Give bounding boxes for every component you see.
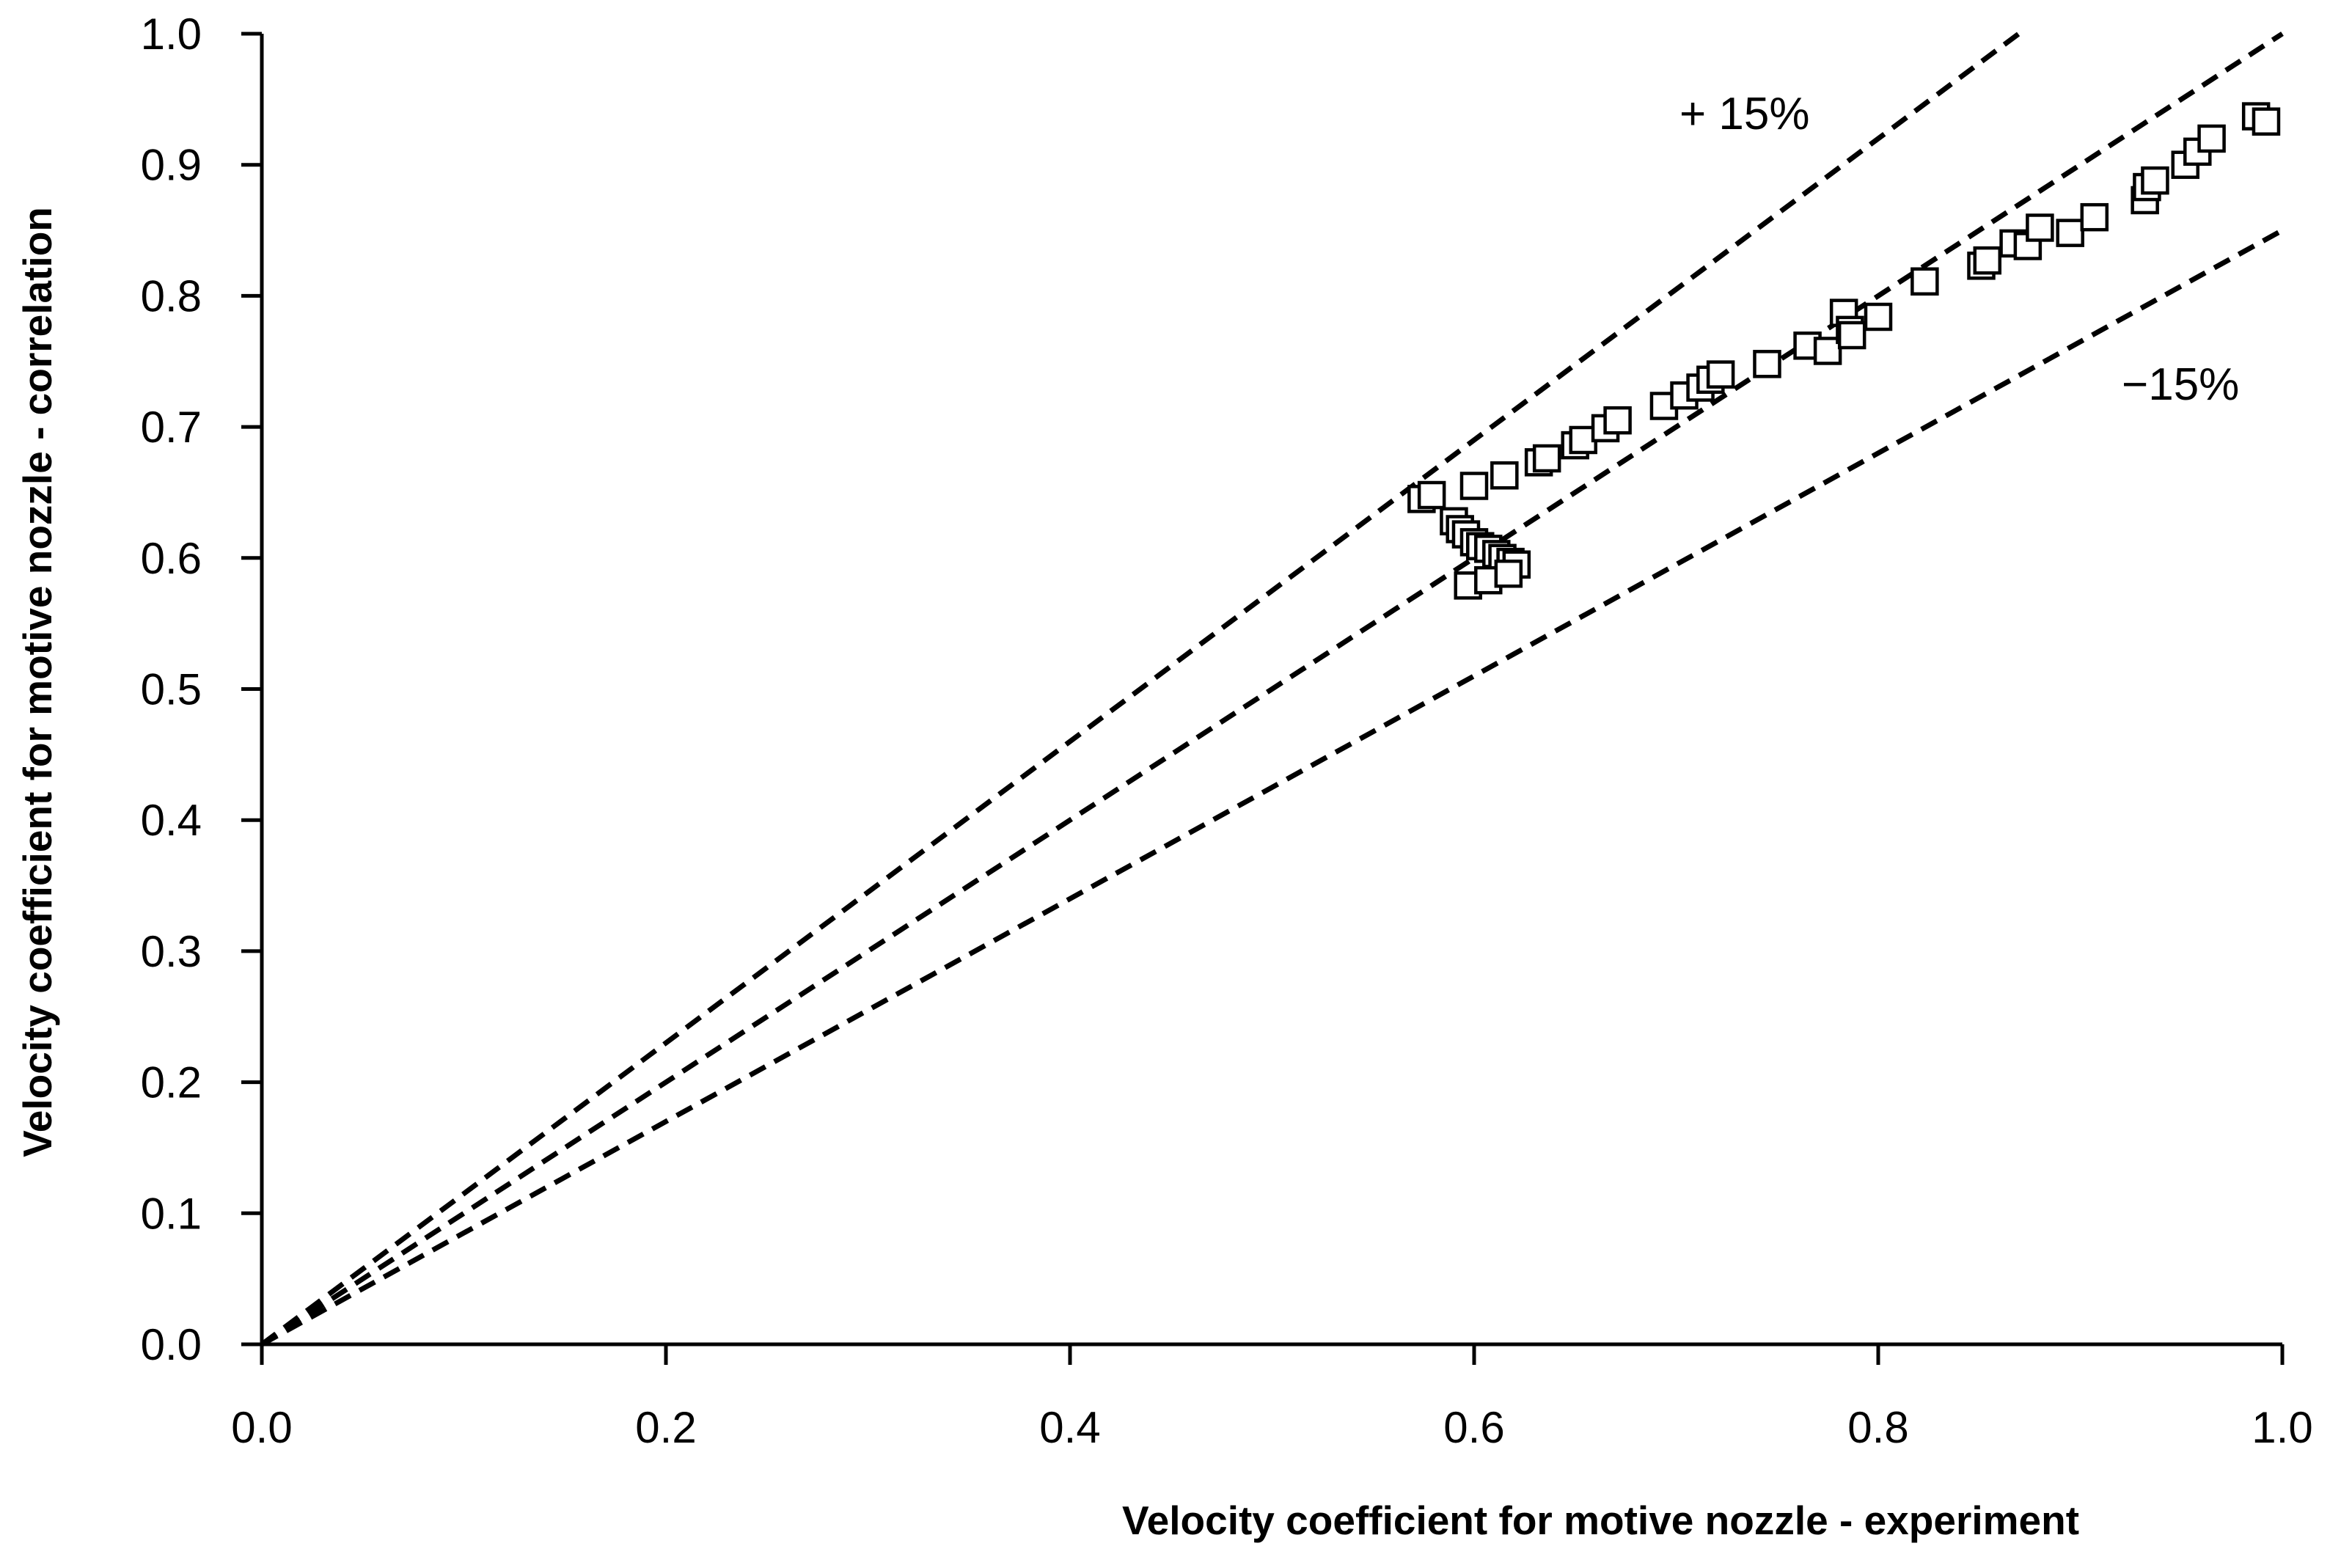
data-point	[1753, 350, 1781, 378]
data-point	[1813, 337, 1842, 365]
data-point	[1417, 480, 1446, 510]
y-tick-label: 0.3	[141, 927, 202, 976]
data-point	[1706, 360, 1735, 389]
x-tick-label: 0.6	[1443, 1403, 1504, 1452]
annotation-plus-15: + 15%	[1679, 89, 1810, 139]
y-tick-label: 0.0	[141, 1320, 202, 1369]
x-tick-label: 0.8	[1847, 1403, 1908, 1452]
data-point	[2197, 124, 2226, 153]
y-axis-title: Velocity coefficient for motive nozzle -…	[15, 207, 60, 1157]
reference-line-2	[260, 227, 2284, 1347]
data-point	[1459, 472, 1489, 500]
reference-lines	[260, 32, 2284, 1347]
y-tick-label: 0.5	[141, 665, 202, 714]
reference-line-0	[260, 32, 2021, 1347]
data-point	[1973, 246, 2002, 275]
annotation-minus-15: −15%	[2122, 359, 2239, 410]
data-point	[2252, 107, 2281, 136]
x-tick-label: 0.4	[1039, 1403, 1100, 1452]
y-tick-label: 0.7	[141, 403, 202, 452]
x-axis-title: Velocity coefficient for motive nozzle -…	[1122, 1498, 2079, 1543]
data-point	[1910, 267, 1939, 296]
y-tick-label: 1.0	[141, 10, 202, 59]
x-tick-label: 0.0	[231, 1403, 292, 1452]
y-tick-label: 0.4	[141, 796, 202, 845]
data-point	[1494, 559, 1523, 588]
x-tick-label: 1.0	[2252, 1403, 2312, 1452]
data-point	[2056, 219, 2084, 247]
data-point	[2080, 202, 2109, 232]
data-point	[1864, 302, 1893, 331]
y-tick-label: 0.2	[141, 1058, 202, 1107]
data-point	[1837, 320, 1866, 350]
y-tick-label: 0.9	[141, 141, 202, 190]
data-point	[2141, 166, 2169, 195]
y-tick-label: 0.1	[141, 1189, 202, 1238]
y-tick-label: 0.8	[141, 271, 202, 320]
data-point	[1603, 406, 1632, 435]
data-point	[1490, 461, 1519, 490]
y-tick-label: 0.6	[141, 534, 202, 583]
data-points	[1407, 102, 2281, 600]
labels: 0.0 0.1 0.2 0.3 0.4 0.5 0.6 0.7 0.8 0.9 1.0 0.0 0.2 0…	[141, 10, 2313, 1452]
x-tick-label: 0.2	[635, 1403, 696, 1452]
data-point	[2026, 213, 2054, 242]
axes	[241, 32, 2285, 1365]
data-point	[1532, 444, 1561, 473]
reference-line-1	[260, 32, 2284, 1347]
